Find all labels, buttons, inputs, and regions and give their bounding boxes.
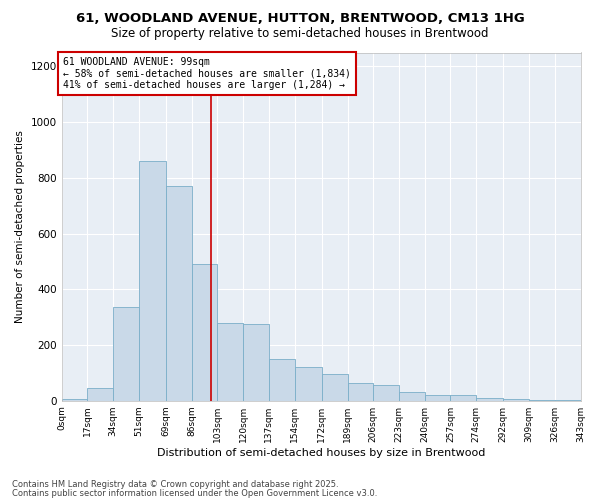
X-axis label: Distribution of semi-detached houses by size in Brentwood: Distribution of semi-detached houses by … [157, 448, 485, 458]
Bar [139, 161, 166, 400]
Text: Contains public sector information licensed under the Open Government Licence v3: Contains public sector information licen… [12, 488, 377, 498]
Bar [425, 395, 451, 400]
Bar [399, 392, 425, 400]
Text: 61, WOODLAND AVENUE, HUTTON, BRENTWOOD, CM13 1HG: 61, WOODLAND AVENUE, HUTTON, BRENTWOOD, … [76, 12, 524, 26]
Bar [113, 308, 139, 400]
Text: Size of property relative to semi-detached houses in Brentwood: Size of property relative to semi-detach… [111, 28, 489, 40]
Bar [295, 368, 322, 400]
Bar [347, 382, 373, 400]
Y-axis label: Number of semi-detached properties: Number of semi-detached properties [15, 130, 25, 323]
Text: Contains HM Land Registry data © Crown copyright and database right 2025.: Contains HM Land Registry data © Crown c… [12, 480, 338, 489]
Bar [88, 388, 113, 400]
Bar [451, 395, 476, 400]
Bar [192, 264, 217, 400]
Bar [373, 386, 399, 400]
Bar [166, 186, 192, 400]
Bar [322, 374, 347, 400]
Text: 61 WOODLAND AVENUE: 99sqm
← 58% of semi-detached houses are smaller (1,834)
41% : 61 WOODLAND AVENUE: 99sqm ← 58% of semi-… [63, 56, 351, 90]
Bar [217, 322, 243, 400]
Bar [269, 359, 295, 401]
Bar [476, 398, 503, 400]
Bar [243, 324, 269, 400]
